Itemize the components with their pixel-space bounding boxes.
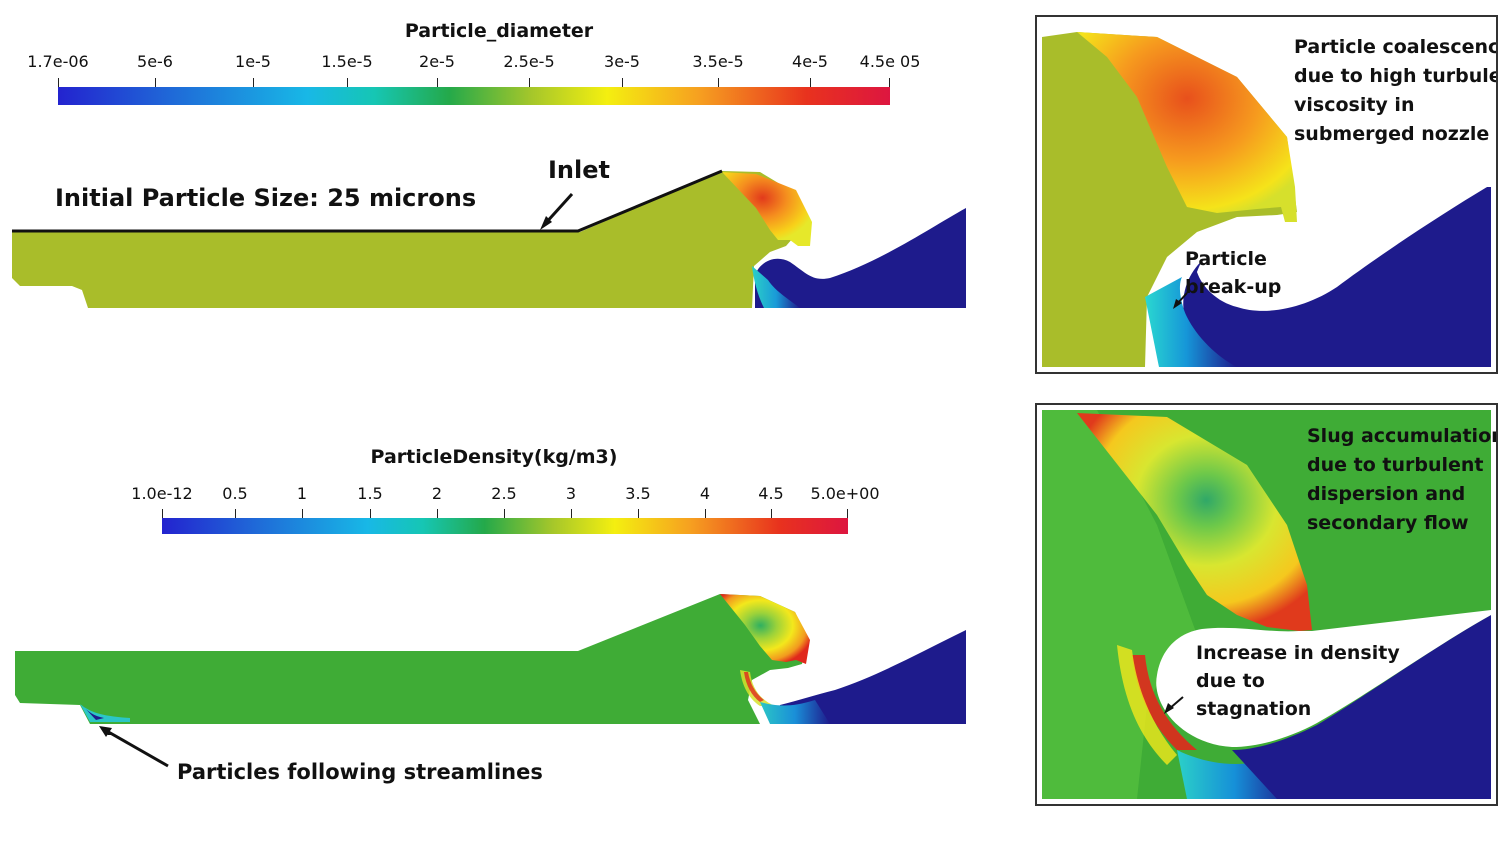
coalescence-caption-line: due to high turbulent [1294,65,1496,87]
wave-surface-density [780,630,966,724]
density-tick-label: 2.5 [491,484,517,503]
diameter-tick-label: 2.5e-5 [503,52,555,71]
initial-size-label: Initial Particle Size: 25 microns [55,184,477,212]
diameter-tick-mark [347,78,348,87]
breakup-jet [752,266,800,308]
density-tick-label: 3.5 [625,484,651,503]
diameter-tick-mark [718,78,719,87]
slug-caption-line: secondary flow [1307,512,1469,534]
diameter-tick-mark [437,78,438,87]
slug-caption-line: dispersion and [1307,483,1466,505]
density-tick-label: 0.5 [222,484,248,503]
diameter-colorbar [58,87,890,105]
diameter-tick-label: 1e-5 [235,52,271,71]
slug-caption-line: Slug accumulation [1307,425,1498,447]
density-tick-mark [771,509,772,518]
diameter-tick-mark [58,78,59,87]
coalescence-region [722,172,812,246]
breakup-label-line: Particle [1185,248,1267,270]
slug-region [720,594,810,664]
density-tick-label: 1.0e-12 [131,484,193,503]
diameter-tick-mark [622,78,623,87]
density-tick-label: 4.5 [758,484,784,503]
density-increase-line: stagnation [1196,698,1312,720]
density-tick-label: 4 [699,484,711,503]
density-tick-mark [370,509,371,518]
diameter-tick-label: 4.5e 05 [859,52,921,71]
inlet-label: Inlet [548,156,610,184]
diameter-tick-mark [529,78,530,87]
density-increase-line: due to [1196,670,1265,692]
density-tick-mark [302,509,303,518]
slug-inset: Slug accumulation due to turbulent dispe… [1035,403,1498,806]
diameter-tick-mark [155,78,156,87]
diameter-tick-label: 1.5e-5 [321,52,373,71]
inlet-wall-line [12,169,723,233]
density-tick-mark [847,509,848,518]
diameter-tick-label: 4e-5 [792,52,828,71]
diameter-tick-mark [253,78,254,87]
streamlines-label: Particles following streamlines [177,760,543,784]
density-increase-line: Increase in density [1196,642,1400,664]
density-tick-label: 2 [431,484,443,503]
channel-body [12,171,800,308]
density-tick-label: 5.0e+00 [810,484,880,503]
density-tick-mark [705,509,706,518]
density-tick-mark [504,509,505,518]
slug-caption-line: due to turbulent [1307,454,1484,476]
density-tick-label: 1.5 [357,484,383,503]
density-colorbar [162,518,848,534]
diameter-field-plot [12,169,966,308]
diameter-tick-label: 2e-5 [419,52,455,71]
diameter-tick-label: 3e-5 [604,52,640,71]
coalescence-caption-line: submerged nozzle [1294,123,1490,145]
density-field-plot [15,594,966,735]
channel-body-density [15,594,808,724]
diameter-tick-label: 1.7e-06 [27,52,89,71]
density-tick-mark [571,509,572,518]
density-tick-mark [235,509,236,518]
density-tick-label: 1 [296,484,308,503]
diameter-tick-label: 5e-6 [137,52,173,71]
wave-surface [755,208,966,308]
diameter-tick-label: 3.5e-5 [692,52,744,71]
coalescence-caption-line: viscosity in [1294,94,1415,116]
coalescence-inset: Particle coalescence due to high turbule… [1035,15,1498,374]
diameter-colorbar-title: Particle_diameter [404,20,594,42]
density-tick-label: 3 [565,484,577,503]
density-tick-mark [638,509,639,518]
density-colorbar-title: ParticleDensity(kg/m3) [370,446,618,468]
density-tick-mark [437,509,438,518]
diameter-tick-mark [810,78,811,87]
density-tick-mark [162,509,163,518]
breakup-label-line: break-up [1185,276,1282,298]
coalescence-caption-line: Particle coalescence [1294,36,1498,58]
streamlines-arrow [99,726,169,768]
diameter-tick-mark [889,78,890,87]
